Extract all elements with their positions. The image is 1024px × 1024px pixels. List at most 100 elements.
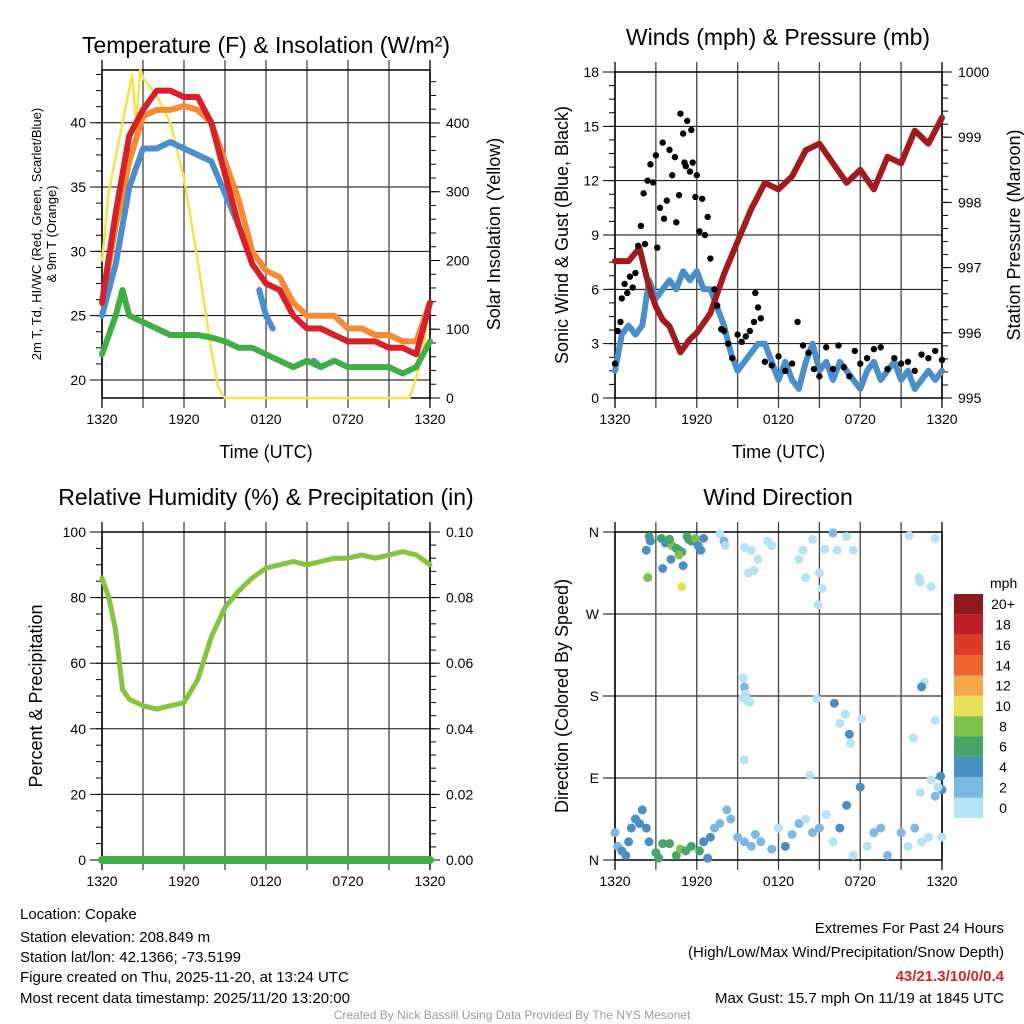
x-tick-label: 1320 xyxy=(599,411,630,427)
gust-point xyxy=(692,193,699,201)
wind-direction-point xyxy=(930,791,940,801)
wind-direction-point xyxy=(738,673,748,683)
colorbar-label: 12 xyxy=(995,678,1011,694)
colorbar-swatch xyxy=(954,736,983,757)
gust-point xyxy=(746,327,754,335)
wind-direction-point xyxy=(808,828,818,838)
wind-direction-point xyxy=(821,809,831,819)
wind-direction-point xyxy=(665,534,674,544)
gust-point xyxy=(713,302,721,309)
wind-direction-point xyxy=(644,837,654,847)
gust-point xyxy=(634,242,642,250)
wind-direction-point xyxy=(812,694,822,704)
wind-direction-point xyxy=(787,829,797,839)
x-tick-label: 0720 xyxy=(845,873,876,889)
colorbar-label: 6 xyxy=(999,739,1007,755)
wind-direction-point xyxy=(903,841,913,851)
gust-point xyxy=(794,318,801,326)
wind-direction-point xyxy=(817,583,827,593)
gust-point xyxy=(742,333,749,340)
gust-point xyxy=(782,367,789,375)
gust-point xyxy=(624,289,631,297)
y-tick-label: N xyxy=(589,524,599,540)
wind-direction-point xyxy=(801,814,811,824)
gust-point xyxy=(669,172,676,179)
y2-tick-label: 999 xyxy=(958,129,982,145)
elevation-text: Station elevation: 208.849 m xyxy=(20,929,210,946)
y-tick-label: 12 xyxy=(583,173,599,189)
gust-point xyxy=(829,365,837,373)
y-tick-label: 80 xyxy=(70,590,86,606)
x-tick-label: 0120 xyxy=(763,411,794,427)
y2-tick-label: 400 xyxy=(446,115,470,131)
x-axis-label: Time (UTC) xyxy=(219,442,312,462)
y-axis-label: Direction (Colored By Speed) xyxy=(552,579,572,813)
panel-2: Winds (mph) & Pressure (mb) 0 3 6 9 12 15 18 132… xyxy=(552,24,1024,462)
wind-direction-point xyxy=(842,800,852,810)
y2-axis-label: Solar Insolation (Yellow) xyxy=(484,138,504,330)
x-tick-label: 1320 xyxy=(926,873,957,889)
x-tick-label: 1920 xyxy=(168,873,199,889)
wind-direction-point xyxy=(848,850,858,860)
gust-point xyxy=(788,360,796,367)
y2-tick-label: 0.04 xyxy=(446,721,473,737)
latlon-text: Station lat/lon: 42.1366; -73.5199 xyxy=(20,949,241,966)
wind-direction-point xyxy=(626,823,636,833)
wind-direction-point xyxy=(848,545,858,555)
y2-tick-label: 0.00 xyxy=(446,852,473,868)
colorbar-label: 10 xyxy=(995,698,1011,714)
wind-direction-point xyxy=(739,837,749,847)
y-tick-label: 60 xyxy=(70,655,86,671)
gust-point xyxy=(724,340,732,347)
wind-direction-point xyxy=(733,832,743,842)
gust-point xyxy=(617,318,624,326)
wind-direction-point xyxy=(828,528,838,538)
gust-point xyxy=(654,244,661,251)
wind-direction-point xyxy=(808,534,818,544)
wind-direction-point xyxy=(643,573,653,583)
wind-direction-point xyxy=(749,565,759,575)
gust-point xyxy=(693,172,700,179)
wind-direction-point xyxy=(813,600,823,610)
chart-title: Wind Direction xyxy=(703,484,853,510)
wind-direction-point xyxy=(703,853,713,863)
wind-direction-point xyxy=(869,828,879,838)
gust-point xyxy=(711,286,718,293)
wind-direction-point xyxy=(896,828,906,838)
gust-point xyxy=(629,284,636,291)
x-tick-label: 1320 xyxy=(86,411,117,427)
gust-point xyxy=(686,168,694,175)
wind-direction-point xyxy=(936,771,946,781)
x-tick-label: 0720 xyxy=(332,873,363,889)
colorbar-label: 4 xyxy=(999,759,1007,775)
wind-direction-point xyxy=(842,532,852,542)
x-tick-label: 0720 xyxy=(332,411,363,427)
x-tick-label: 1320 xyxy=(599,873,630,889)
gust-point xyxy=(699,195,706,202)
gust-point xyxy=(918,351,925,358)
panel-1: Temperature (F) & Insolation (W/m²) 20 25 3… xyxy=(29,32,504,462)
gust-point xyxy=(846,373,853,380)
created-text: Figure created on Thu, 2025-11-20, at 13… xyxy=(20,969,349,986)
colorbar-swatch xyxy=(954,716,983,737)
wind-direction-point xyxy=(705,832,715,842)
colorbar-label: 8 xyxy=(999,718,1007,734)
td-line xyxy=(99,287,433,377)
wind-direction-point xyxy=(665,839,674,849)
wind-direction-point xyxy=(750,829,760,839)
gust-point xyxy=(799,342,807,349)
gust-point xyxy=(675,191,683,199)
colorbar-swatch xyxy=(954,614,983,635)
recent-data-text: Most recent data timestamp: 2025/11/20 1… xyxy=(20,990,350,1007)
gust-point xyxy=(614,327,621,335)
max-gust-text: Max Gust: 15.7 mph On 11/19 at 1845 UTC xyxy=(715,990,1004,1007)
gust-point xyxy=(696,228,703,235)
gust-point xyxy=(663,197,670,204)
chart-title: Temperature (F) & Insolation (W/m²) xyxy=(82,32,450,58)
gust-point xyxy=(673,219,680,226)
wind-direction-point xyxy=(671,850,681,860)
wind-direction-point xyxy=(654,853,664,863)
y2-tick-label: 200 xyxy=(446,252,470,268)
wind-direction-point xyxy=(767,844,777,854)
station-pressure-line xyxy=(612,114,945,356)
